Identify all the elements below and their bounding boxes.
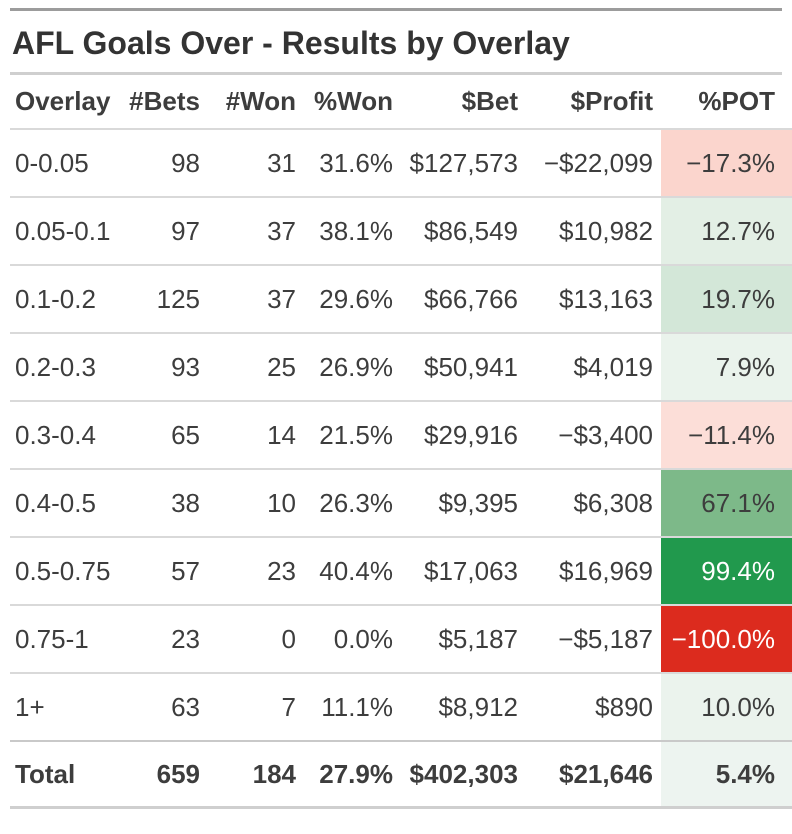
total-bets-cell: 659 — [128, 740, 208, 806]
cell-bets: 65 — [128, 400, 208, 469]
cell-bets: 93 — [128, 332, 208, 401]
title-divider — [10, 72, 782, 75]
column-header-bets[interactable]: #Bets — [129, 86, 200, 116]
cell-won-pct: 26.3% — [304, 468, 401, 537]
total-profit-cell: $21,646 — [526, 740, 661, 806]
table-row: 0.1-0.2 125 37 29.6% $66,766 $13,163 19.… — [10, 264, 792, 333]
cell-profit: $6,308 — [526, 468, 661, 537]
column-header-profit[interactable]: $Profit — [570, 86, 653, 116]
cell-pot: 7.9% — [661, 332, 792, 401]
cell-won-pct: 11.1% — [304, 672, 401, 741]
column-header-won[interactable]: #Won — [225, 86, 296, 116]
cell-won-pct: 0.0% — [304, 604, 401, 673]
cell-bet: $17,063 — [401, 536, 526, 605]
cell-profit: −$3,400 — [526, 400, 661, 469]
cell-won: 10 — [208, 468, 304, 537]
cell-bets: 38 — [128, 468, 208, 537]
cell-bets: 23 — [128, 604, 208, 673]
cell-bets: 125 — [128, 264, 208, 333]
cell-overlay: 0.1-0.2 — [10, 264, 128, 333]
cell-profit: $13,163 — [526, 264, 661, 333]
cell-overlay: 0.3-0.4 — [10, 400, 128, 469]
total-row: Total 659 184 27.9% $402,303 $21,646 5.4… — [10, 740, 792, 806]
cell-won: 0 — [208, 604, 304, 673]
cell-won: 25 — [208, 332, 304, 401]
cell-profit: $890 — [526, 672, 661, 741]
cell-pot: 12.7% — [661, 196, 792, 265]
cell-won-pct: 21.5% — [304, 400, 401, 469]
top-accent-bar — [10, 8, 782, 11]
table-row: 0.5-0.75 57 23 40.4% $17,063 $16,969 99.… — [10, 536, 792, 605]
cell-overlay: 0.4-0.5 — [10, 468, 128, 537]
cell-pot: 19.7% — [661, 264, 792, 333]
cell-bets: 63 — [128, 672, 208, 741]
table-row: 0.4-0.5 38 10 26.3% $9,395 $6,308 67.1% — [10, 468, 792, 537]
cell-won: 37 — [208, 196, 304, 265]
cell-won-pct: 26.9% — [304, 332, 401, 401]
table-body: 0-0.05 98 31 31.6% $127,573 −$22,099 −17… — [10, 128, 792, 741]
cell-pot: 99.4% — [661, 536, 792, 605]
table-row: 0-0.05 98 31 31.6% $127,573 −$22,099 −17… — [10, 128, 792, 197]
column-header-overlay[interactable]: Overlay — [15, 86, 111, 116]
cell-won-pct: 38.1% — [304, 196, 401, 265]
table-row: 0.2-0.3 93 25 26.9% $50,941 $4,019 7.9% — [10, 332, 792, 401]
results-table: Overlay #Bets #Won %Won $Bet $Profit %PO… — [10, 75, 792, 806]
cell-profit: −$5,187 — [526, 604, 661, 673]
cell-bet: $50,941 — [401, 332, 526, 401]
cell-overlay: 0.05-0.1 — [10, 196, 128, 265]
table-row: 0.75-1 23 0 0.0% $5,187 −$5,187 −100.0% — [10, 604, 792, 673]
cell-bets: 98 — [128, 128, 208, 197]
cell-overlay: 1+ — [10, 672, 128, 741]
cell-bet: $9,395 — [401, 468, 526, 537]
cell-pot: −100.0% — [661, 604, 792, 673]
cell-bet: $66,766 — [401, 264, 526, 333]
cell-bet: $86,549 — [401, 196, 526, 265]
cell-overlay: 0-0.05 — [10, 128, 128, 197]
cell-profit: $10,982 — [526, 196, 661, 265]
cell-won: 37 — [208, 264, 304, 333]
cell-won: 23 — [208, 536, 304, 605]
cell-overlay: 0.5-0.75 — [10, 536, 128, 605]
total-won-pct-cell: 27.9% — [304, 740, 401, 806]
cell-pot: 67.1% — [661, 468, 792, 537]
cell-overlay: 0.2-0.3 — [10, 332, 128, 401]
column-header-pot[interactable]: %POT — [698, 86, 775, 116]
total-label: Total — [10, 740, 128, 806]
cell-won-pct: 29.6% — [304, 264, 401, 333]
page-title: AFL Goals Over - Results by Overlay — [12, 25, 570, 61]
table-row: 0.3-0.4 65 14 21.5% $29,916 −$3,400 −11.… — [10, 400, 792, 469]
cell-bet: $5,187 — [401, 604, 526, 673]
table-row: 1+ 63 7 11.1% $8,912 $890 10.0% — [10, 672, 792, 741]
cell-profit: −$22,099 — [526, 128, 661, 197]
cell-overlay: 0.75-1 — [10, 604, 128, 673]
table-row: 0.05-0.1 97 37 38.1% $86,549 $10,982 12.… — [10, 196, 792, 265]
cell-bet: $8,912 — [401, 672, 526, 741]
cell-pot: −17.3% — [661, 128, 792, 197]
table-bottom-divider — [10, 806, 792, 809]
cell-bet: $29,916 — [401, 400, 526, 469]
cell-pot: −11.4% — [661, 400, 792, 469]
cell-won: 7 — [208, 672, 304, 741]
cell-won: 14 — [208, 400, 304, 469]
report-card: AFL Goals Over - Results by Overlay Over… — [0, 8, 792, 834]
cell-profit: $4,019 — [526, 332, 661, 401]
cell-pot: 10.0% — [661, 672, 792, 741]
cell-won: 31 — [208, 128, 304, 197]
header-row: Overlay #Bets #Won %Won $Bet $Profit %PO… — [10, 75, 792, 129]
column-header-bet[interactable]: $Bet — [461, 86, 518, 116]
cell-won-pct: 40.4% — [304, 536, 401, 605]
column-header-won-pct[interactable]: %Won — [314, 86, 393, 116]
total-bet-cell: $402,303 — [401, 740, 526, 806]
cell-won-pct: 31.6% — [304, 128, 401, 197]
total-pot-cell: 5.4% — [661, 740, 792, 806]
cell-profit: $16,969 — [526, 536, 661, 605]
cell-bet: $127,573 — [401, 128, 526, 197]
cell-bets: 97 — [128, 196, 208, 265]
cell-bets: 57 — [128, 536, 208, 605]
total-won-cell: 184 — [208, 740, 304, 806]
